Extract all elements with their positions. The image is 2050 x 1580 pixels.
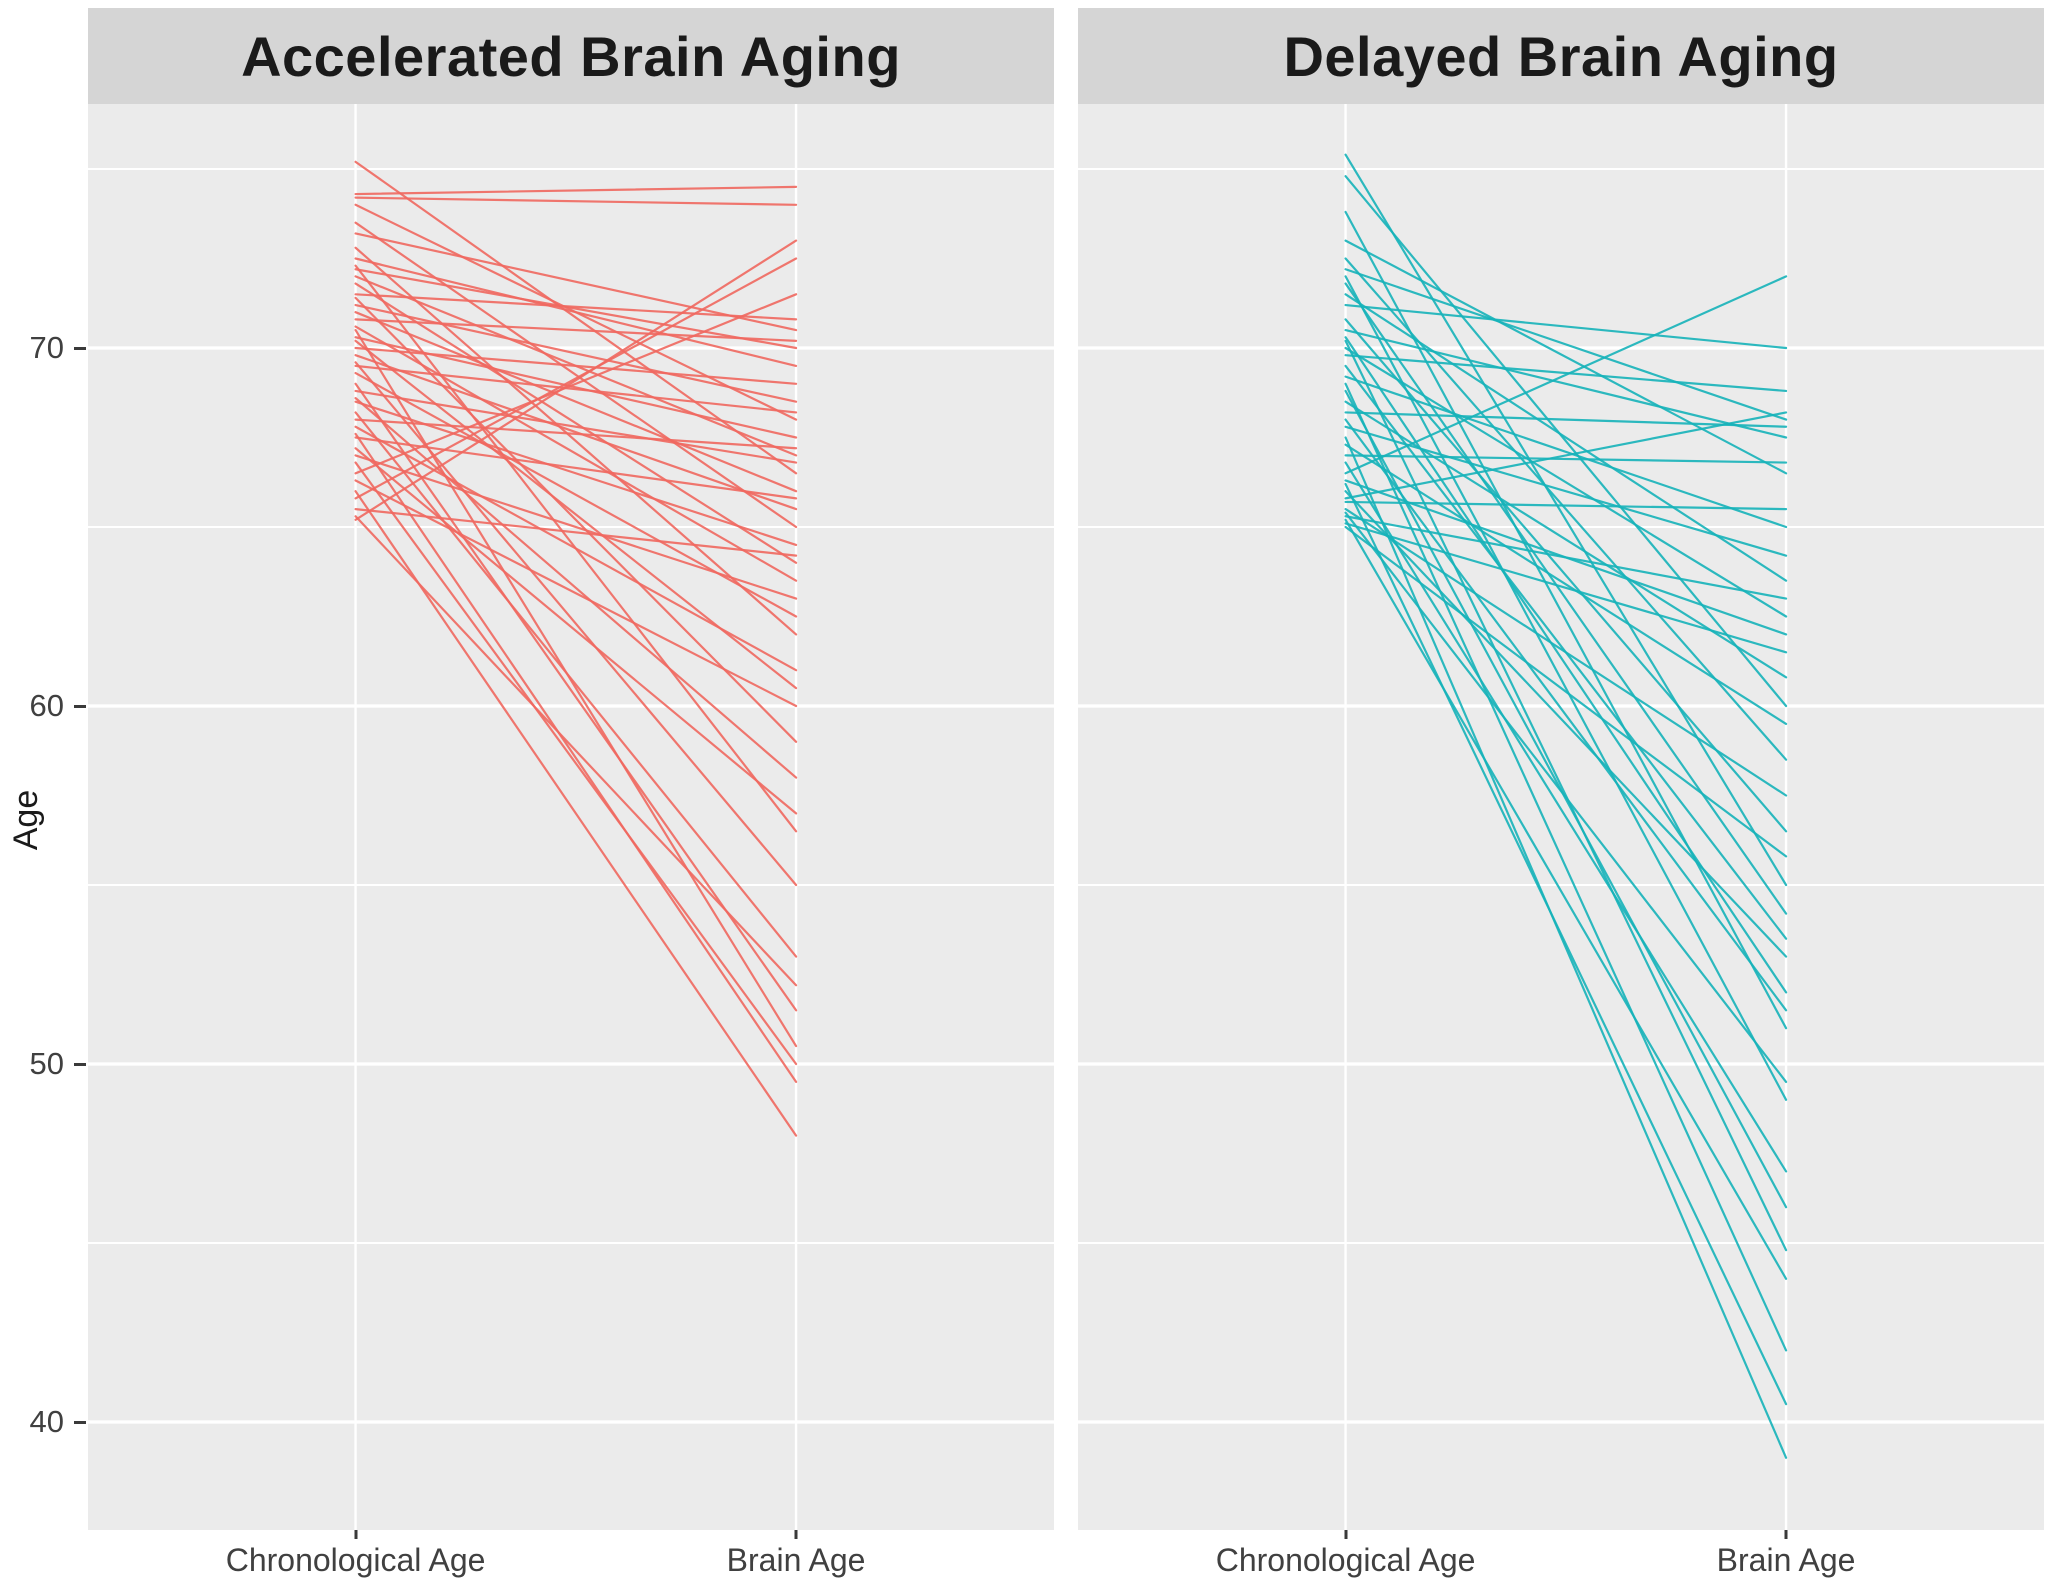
x-label-brain-age: Brain Age xyxy=(726,1542,866,1578)
x-label-chronological-age: Chronological Age xyxy=(225,1542,486,1578)
x-tick-brain-age xyxy=(1784,1530,1788,1539)
x-tick-chronological-age xyxy=(354,1530,358,1539)
panel-accelerated xyxy=(88,104,1054,1530)
y-tick-mark-50 xyxy=(74,1062,86,1066)
slope-chart-delayed xyxy=(1078,104,2044,1530)
y-axis: Age 40 50 60 70 xyxy=(0,0,88,1580)
slope-chart-accelerated xyxy=(88,104,1054,1530)
y-tick-label-50: 50 xyxy=(29,1046,64,1081)
x-label-brain-age: Brain Age xyxy=(1716,1542,1856,1578)
x-tick-chronological-age xyxy=(1344,1530,1348,1539)
facet-accelerated-brain-aging: Accelerated Brain Aging Chronological Ag… xyxy=(88,0,1054,1580)
y-tick-mark-60 xyxy=(74,704,86,708)
y-tick-label-60: 60 xyxy=(29,688,64,723)
y-tick-label-70: 70 xyxy=(29,330,64,365)
y-tick-label-40: 40 xyxy=(29,1404,64,1439)
facet-strip-accelerated: Accelerated Brain Aging xyxy=(88,8,1054,104)
facet-strip-delayed: Delayed Brain Aging xyxy=(1078,8,2044,104)
x-tick-brain-age xyxy=(794,1530,798,1539)
y-tick-mark-70 xyxy=(74,346,86,350)
facet-delayed-brain-aging: Delayed Brain Aging Chronological Age Br… xyxy=(1078,0,2044,1580)
y-axis-title: Age xyxy=(7,789,45,851)
x-label-chronological-age: Chronological Age xyxy=(1215,1542,1476,1578)
y-tick-mark-40 xyxy=(74,1420,86,1424)
panel-delayed xyxy=(1078,104,2044,1530)
